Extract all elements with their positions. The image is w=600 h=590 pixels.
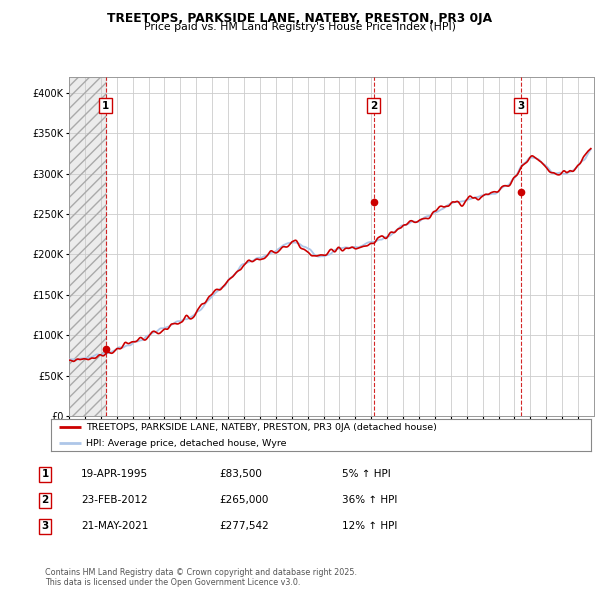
Bar [69, 77, 106, 416]
Text: £83,500: £83,500 [219, 470, 262, 479]
Text: 5% ↑ HPI: 5% ↑ HPI [342, 470, 391, 479]
Text: 21-MAY-2021: 21-MAY-2021 [81, 522, 148, 531]
Text: TREETOPS, PARKSIDE LANE, NATEBY, PRESTON, PR3 0JA (detached house): TREETOPS, PARKSIDE LANE, NATEBY, PRESTON… [86, 422, 437, 431]
Text: 1: 1 [102, 100, 109, 110]
Text: 23-FEB-2012: 23-FEB-2012 [81, 496, 148, 505]
Text: HPI: Average price, detached house, Wyre: HPI: Average price, detached house, Wyre [86, 439, 287, 448]
Text: £265,000: £265,000 [219, 496, 268, 505]
Text: 12% ↑ HPI: 12% ↑ HPI [342, 522, 397, 531]
Text: 3: 3 [41, 522, 49, 531]
Text: £277,542: £277,542 [219, 522, 269, 531]
Text: Price paid vs. HM Land Registry's House Price Index (HPI): Price paid vs. HM Land Registry's House … [144, 22, 456, 32]
Text: 19-APR-1995: 19-APR-1995 [81, 470, 148, 479]
Text: 2: 2 [41, 496, 49, 505]
Text: Contains HM Land Registry data © Crown copyright and database right 2025.
This d: Contains HM Land Registry data © Crown c… [45, 568, 357, 587]
Text: 1: 1 [41, 470, 49, 479]
Text: TREETOPS, PARKSIDE LANE, NATEBY, PRESTON, PR3 0JA: TREETOPS, PARKSIDE LANE, NATEBY, PRESTON… [107, 12, 493, 25]
Text: 3: 3 [517, 100, 524, 110]
Bar [69, 77, 106, 416]
Text: 36% ↑ HPI: 36% ↑ HPI [342, 496, 397, 505]
Text: 2: 2 [370, 100, 377, 110]
